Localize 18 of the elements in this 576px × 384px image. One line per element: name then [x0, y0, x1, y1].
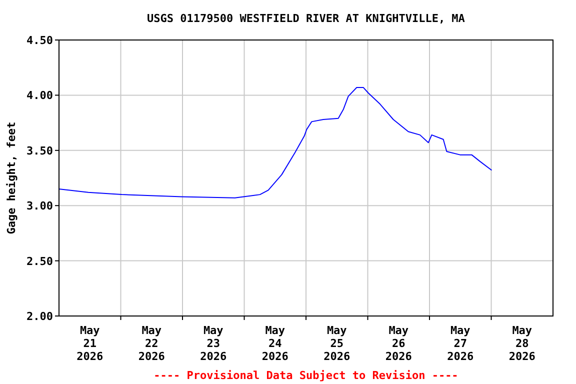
- x-tick-label: May 23 2026: [200, 324, 227, 363]
- y-tick-label: 3.00: [26, 200, 53, 213]
- x-tick-label: May 22 2026: [138, 324, 166, 363]
- x-tick-label: May 24 2026: [262, 324, 289, 363]
- y-tick-label: 3.50: [26, 144, 53, 158]
- x-tick-label: May 25 2026: [324, 324, 350, 363]
- x-tick-label: May 21 2026: [76, 324, 104, 363]
- y-tick-label: 4.00: [26, 89, 53, 102]
- text: ---- Provisional Data Subject to Revision ----: [154, 369, 458, 382]
- y-tick-label: 2.00: [26, 310, 53, 323]
- x-tick-label: May 26 2026: [385, 324, 412, 363]
- y-tick-label: 4.50: [26, 34, 53, 47]
- x-tick-label: May 27 2026: [447, 324, 474, 363]
- x-tick-label: May 28 2026: [508, 324, 536, 363]
- y-axis-title: Gage height, feet: [5, 122, 18, 234]
- line-series: [58, 86, 492, 198]
- y-tick-label: 2.50: [26, 254, 53, 268]
- chart-title: USGS 01179500 WESTFIELD RIVER AT KNIGHTVILLE, MA: [147, 12, 466, 25]
